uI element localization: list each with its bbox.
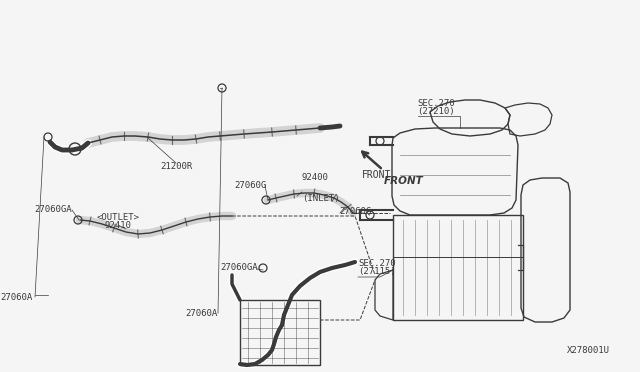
Text: (27210): (27210)	[417, 107, 454, 116]
Text: 27060A: 27060A	[1, 292, 33, 301]
Text: FRONT: FRONT	[384, 176, 424, 186]
Text: 27060G: 27060G	[235, 180, 267, 189]
Text: 27060G: 27060G	[339, 208, 371, 217]
Text: 27060GA: 27060GA	[35, 205, 72, 215]
Text: 27060GA: 27060GA	[220, 263, 258, 273]
Text: X278001U: X278001U	[567, 346, 610, 355]
Text: 21200R: 21200R	[160, 162, 192, 171]
Text: 92400: 92400	[302, 173, 329, 182]
Text: (27115): (27115)	[358, 267, 396, 276]
Bar	[393, 215, 523, 320]
Text: SEC.270: SEC.270	[417, 99, 454, 108]
Text: (INLET): (INLET)	[302, 194, 340, 203]
Text: SEC.270: SEC.270	[358, 259, 396, 268]
Text: FRONT: FRONT	[362, 170, 392, 180]
Text: 92410: 92410	[104, 221, 131, 230]
Text: 27060A: 27060A	[186, 308, 218, 317]
Bar	[240, 300, 320, 365]
Text: <OUTLET>: <OUTLET>	[97, 213, 140, 222]
